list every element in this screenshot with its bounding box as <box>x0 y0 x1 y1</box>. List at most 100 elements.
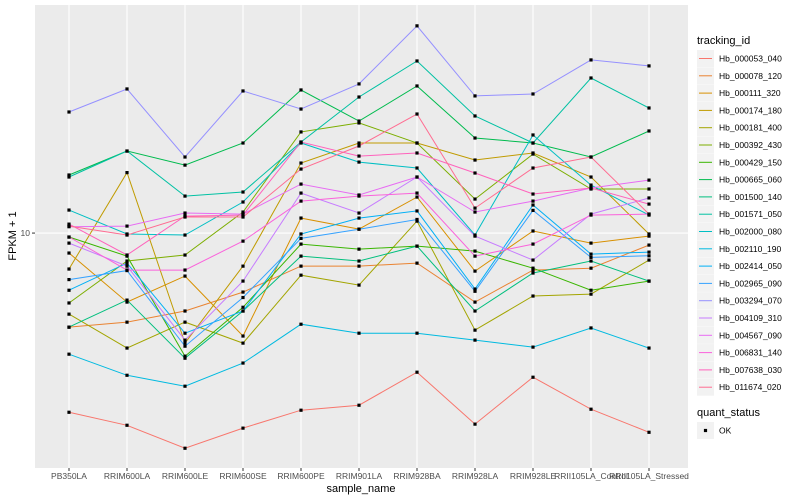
legend-item: Hb_004567_090 <box>697 326 782 344</box>
data-point <box>183 354 187 358</box>
data-point <box>299 191 303 195</box>
data-point <box>125 300 129 304</box>
data-point <box>473 158 477 162</box>
legend-label: Hb_002000_080 <box>719 227 782 237</box>
data-point <box>531 208 535 212</box>
data-point <box>589 76 593 80</box>
data-point <box>183 341 187 345</box>
data-point <box>241 334 245 338</box>
data-point <box>183 446 187 450</box>
shape-legend: quant_status OK <box>697 407 760 439</box>
data-point <box>473 309 477 313</box>
legend-item: Hb_000181_400 <box>697 119 782 137</box>
data-point <box>357 121 361 125</box>
x-tick-label: RRII105LA_Stressed <box>609 471 689 481</box>
data-point <box>473 206 477 210</box>
data-point <box>531 141 535 145</box>
data-point <box>473 210 477 214</box>
data-point <box>531 271 535 275</box>
data-point <box>589 326 593 330</box>
data-point <box>125 261 129 265</box>
data-point <box>647 279 651 283</box>
legend-label: Hb_002110_190 <box>719 244 782 254</box>
data-point <box>357 160 361 164</box>
data-point <box>589 266 593 270</box>
legend-item: Hb_000111_320 <box>697 84 781 102</box>
data-point <box>125 373 129 377</box>
data-point <box>531 242 535 246</box>
x-tick-label: RRIM600LA <box>104 471 151 481</box>
data-point <box>241 290 245 294</box>
legend-label: Hb_000429_150 <box>719 157 782 167</box>
data-point <box>67 352 71 356</box>
data-point <box>183 215 187 219</box>
data-point <box>531 258 535 262</box>
data-point <box>357 283 361 287</box>
data-point <box>241 264 245 268</box>
data-point <box>183 233 187 237</box>
legend-item: Hb_011674_020 <box>697 378 782 396</box>
data-point <box>241 305 245 309</box>
legend-item: Hb_000174_180 <box>697 101 782 119</box>
data-point <box>415 244 419 248</box>
data-point <box>67 325 71 329</box>
data-point <box>67 251 71 255</box>
data-point <box>647 243 651 247</box>
data-point <box>357 247 361 251</box>
data-point <box>67 222 71 226</box>
legend-label: Hb_002965_090 <box>719 278 782 288</box>
data-point <box>589 288 593 292</box>
data-point <box>125 264 129 268</box>
data-point <box>67 288 71 292</box>
data-point <box>531 166 535 170</box>
data-point <box>241 141 245 145</box>
data-point <box>183 331 187 335</box>
legend-label: Hb_001571_050 <box>719 209 782 219</box>
data-point <box>125 346 129 350</box>
data-point <box>299 140 303 144</box>
data-point <box>357 141 361 145</box>
legend-label: Hb_000665_060 <box>719 175 782 185</box>
data-point <box>241 426 245 430</box>
data-point <box>531 92 535 96</box>
data-point <box>183 163 187 167</box>
data-point <box>357 211 361 215</box>
data-point <box>647 232 651 236</box>
legend-item: Hb_000078_120 <box>697 67 782 85</box>
data-point <box>125 259 129 263</box>
data-point <box>183 384 187 388</box>
data-point <box>183 194 187 198</box>
y-axis: 10 <box>21 228 35 238</box>
data-point <box>183 320 187 324</box>
data-point <box>415 370 419 374</box>
data-point <box>589 183 593 187</box>
x-axis-title: sample_name <box>326 483 395 495</box>
data-point <box>299 88 303 92</box>
x-tick-label: RRIM901LA <box>336 471 383 481</box>
data-point <box>241 295 245 300</box>
data-point <box>183 253 187 257</box>
x-tick-label: RRII105LA_Control <box>554 471 628 481</box>
legend-label: Hb_000392_430 <box>719 140 782 150</box>
data-point <box>299 273 303 277</box>
data-point <box>299 254 303 258</box>
data-point <box>647 346 651 350</box>
data-point <box>473 328 477 332</box>
x-tick-label: RRIM600SE <box>219 471 267 481</box>
data-point <box>415 84 419 88</box>
legend-item: Hb_001571_050 <box>697 205 782 223</box>
data-point <box>299 322 303 326</box>
data-point <box>299 232 303 236</box>
data-point <box>125 320 129 324</box>
data-point <box>473 254 477 258</box>
data-point <box>125 87 129 91</box>
data-point <box>299 236 303 240</box>
legend-item: Hb_006831_140 <box>697 344 782 362</box>
data-point <box>647 187 651 191</box>
data-point <box>125 149 129 153</box>
data-point <box>357 259 361 263</box>
data-point <box>473 422 477 426</box>
legend-label: Hb_000078_120 <box>719 71 782 81</box>
data-point <box>67 277 71 282</box>
